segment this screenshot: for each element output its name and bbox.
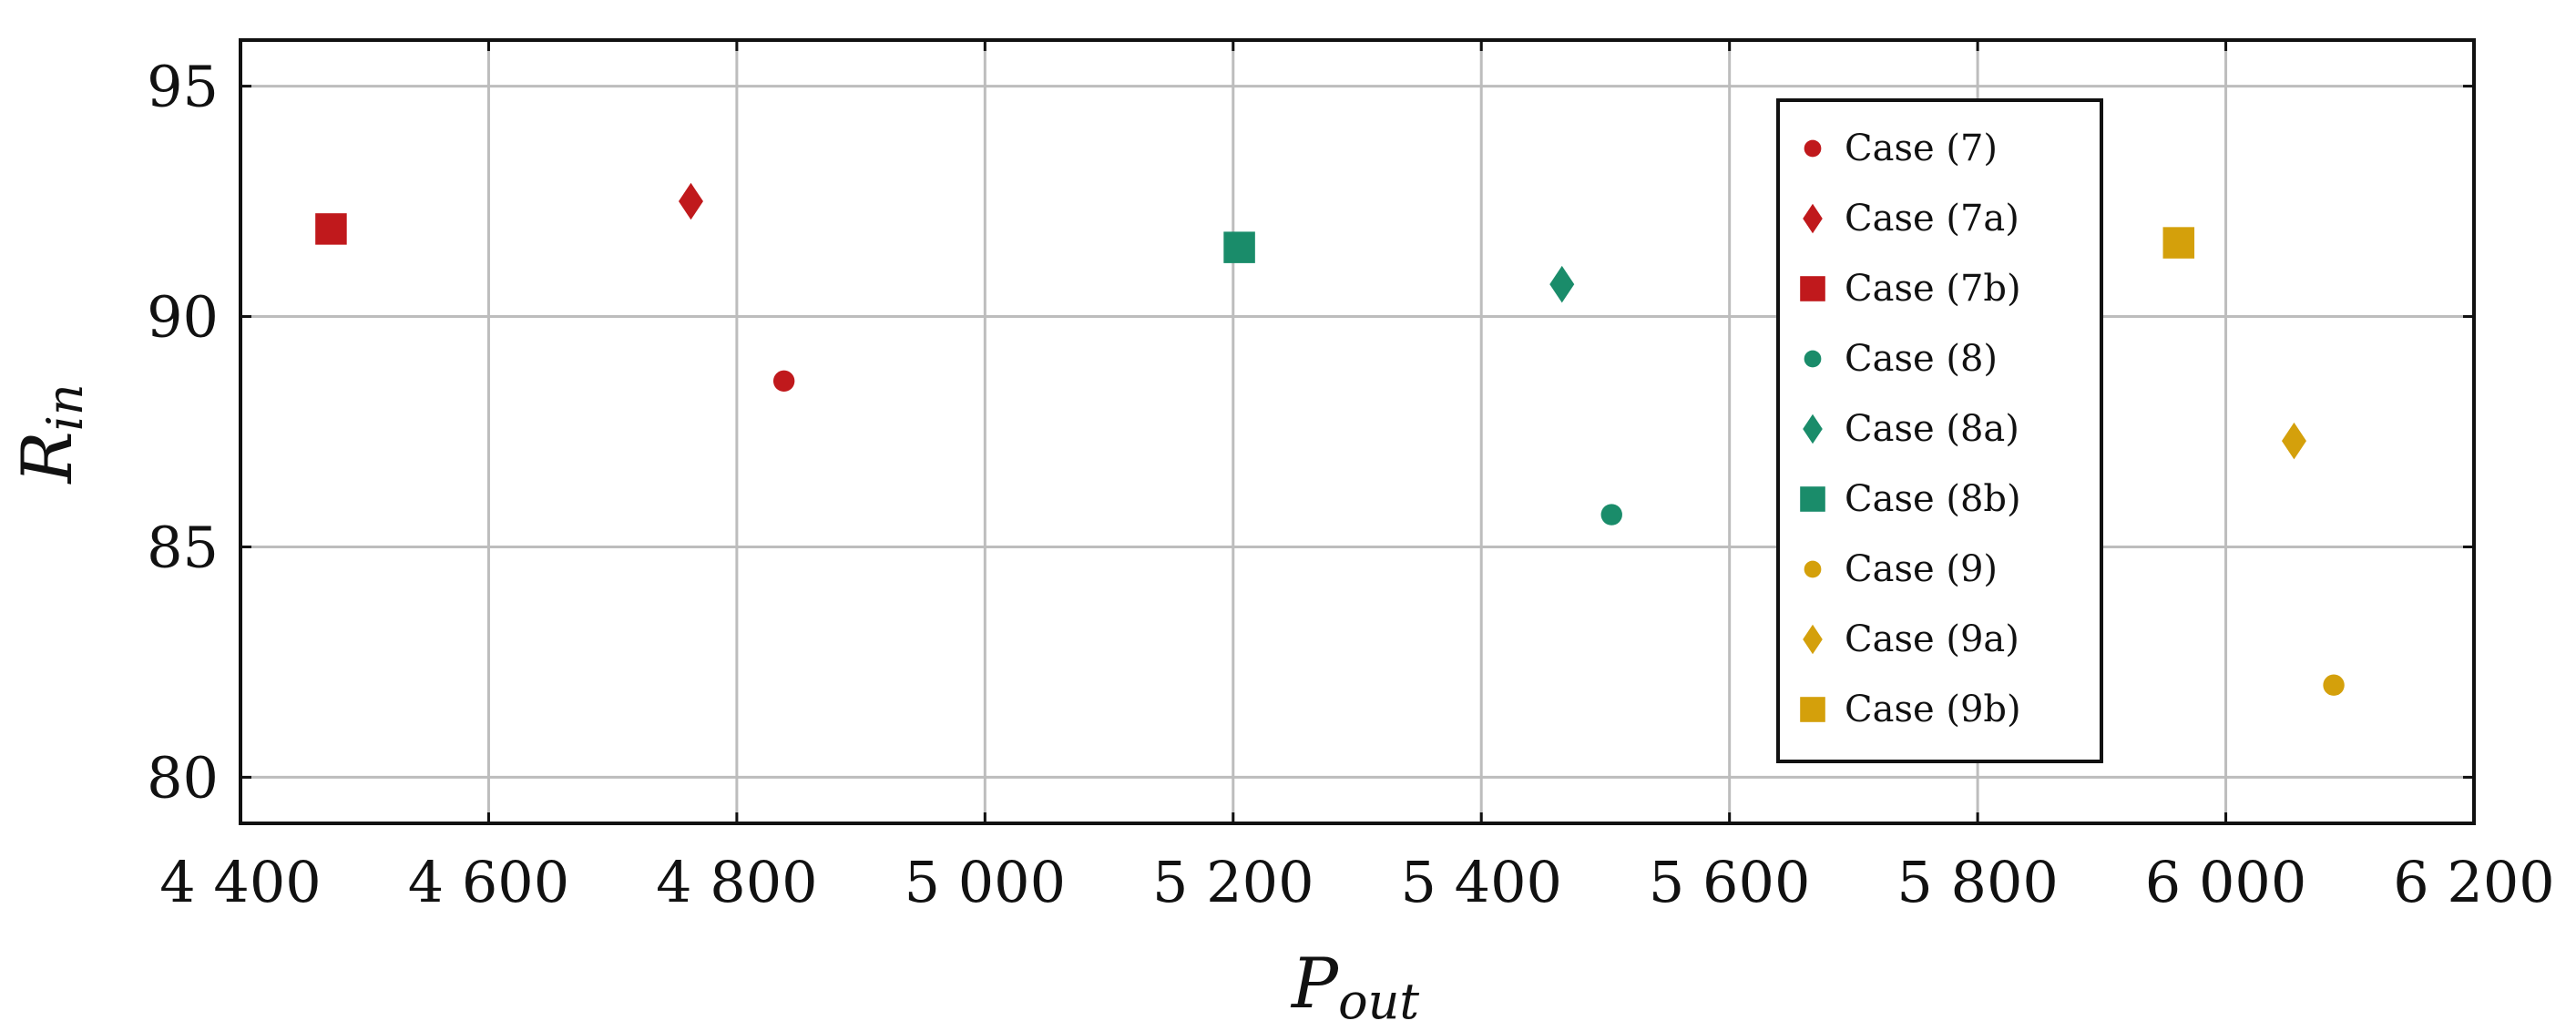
x-tick-label: 4 800 <box>656 849 818 915</box>
data-point-diamond <box>2281 422 2306 460</box>
grid <box>239 40 2476 823</box>
data-point-square <box>2162 227 2195 259</box>
data-point-square <box>315 213 347 245</box>
legend: Case (7) Case (7a) Case (7b) Case (8) Case (… <box>1776 98 2103 763</box>
legend-marker-circle <box>1804 350 1822 368</box>
legend-label: Case (8) <box>1845 338 1998 380</box>
legend-label: Case (7a) <box>1845 198 2019 240</box>
data-point-diamond <box>678 182 703 220</box>
legend-marker-square <box>1800 697 1825 722</box>
data-point-circle <box>1600 504 1622 526</box>
data-point-diamond <box>1549 265 1575 303</box>
legend-marker-diamond <box>1803 203 1823 234</box>
x-axis-label: Pout <box>1290 943 1419 1030</box>
legend-label: Case (8a) <box>1845 408 2019 450</box>
x-tick-label: 4 600 <box>408 849 570 915</box>
x-tick-label: 5 400 <box>1400 849 1562 915</box>
plot-frame <box>239 38 2476 825</box>
tick-labels: 4 400 4 600 4 800 5 000 5 200 5 400 5 600 5 800… <box>147 54 2555 915</box>
legend-label: Case (9) <box>1845 548 1998 590</box>
x-tick-label: 5 800 <box>1896 849 2059 915</box>
legend-label: Case (7b) <box>1845 268 2021 310</box>
y-axis-label: Rin <box>6 383 94 485</box>
legend-marker-diamond <box>1803 413 1823 444</box>
y-tick-label: 95 <box>147 54 219 120</box>
y-tick-label: 85 <box>147 514 219 580</box>
x-tick-label: 5 000 <box>905 849 1067 915</box>
x-tick-label: 5 200 <box>1152 849 1314 915</box>
data-point-square <box>1223 231 1255 263</box>
legend-label: Case (9b) <box>1845 689 2021 730</box>
legend-label: Case (8b) <box>1845 478 2021 520</box>
x-tick-label: 4 400 <box>159 849 322 915</box>
legend-box <box>1776 98 2103 763</box>
legend-marker-circle <box>1804 560 1822 578</box>
legend-marker-diamond <box>1803 624 1823 655</box>
legend-label: Case (9a) <box>1845 618 2019 660</box>
legend-marker-circle <box>1804 139 1822 158</box>
data-point-circle <box>772 370 795 393</box>
data-point-circle <box>2323 674 2345 696</box>
data-points <box>315 182 2345 696</box>
legend-label: Case (7) <box>1845 128 1998 169</box>
x-tick-label: 5 600 <box>1649 849 1811 915</box>
x-tick-label: 6 200 <box>2393 849 2555 915</box>
x-tick-label: 6 000 <box>2145 849 2307 915</box>
legend-marker-square <box>1800 486 1825 512</box>
y-tick-label: 80 <box>147 744 219 811</box>
legend-marker-square <box>1800 276 1825 301</box>
y-tick-label: 90 <box>147 284 219 351</box>
